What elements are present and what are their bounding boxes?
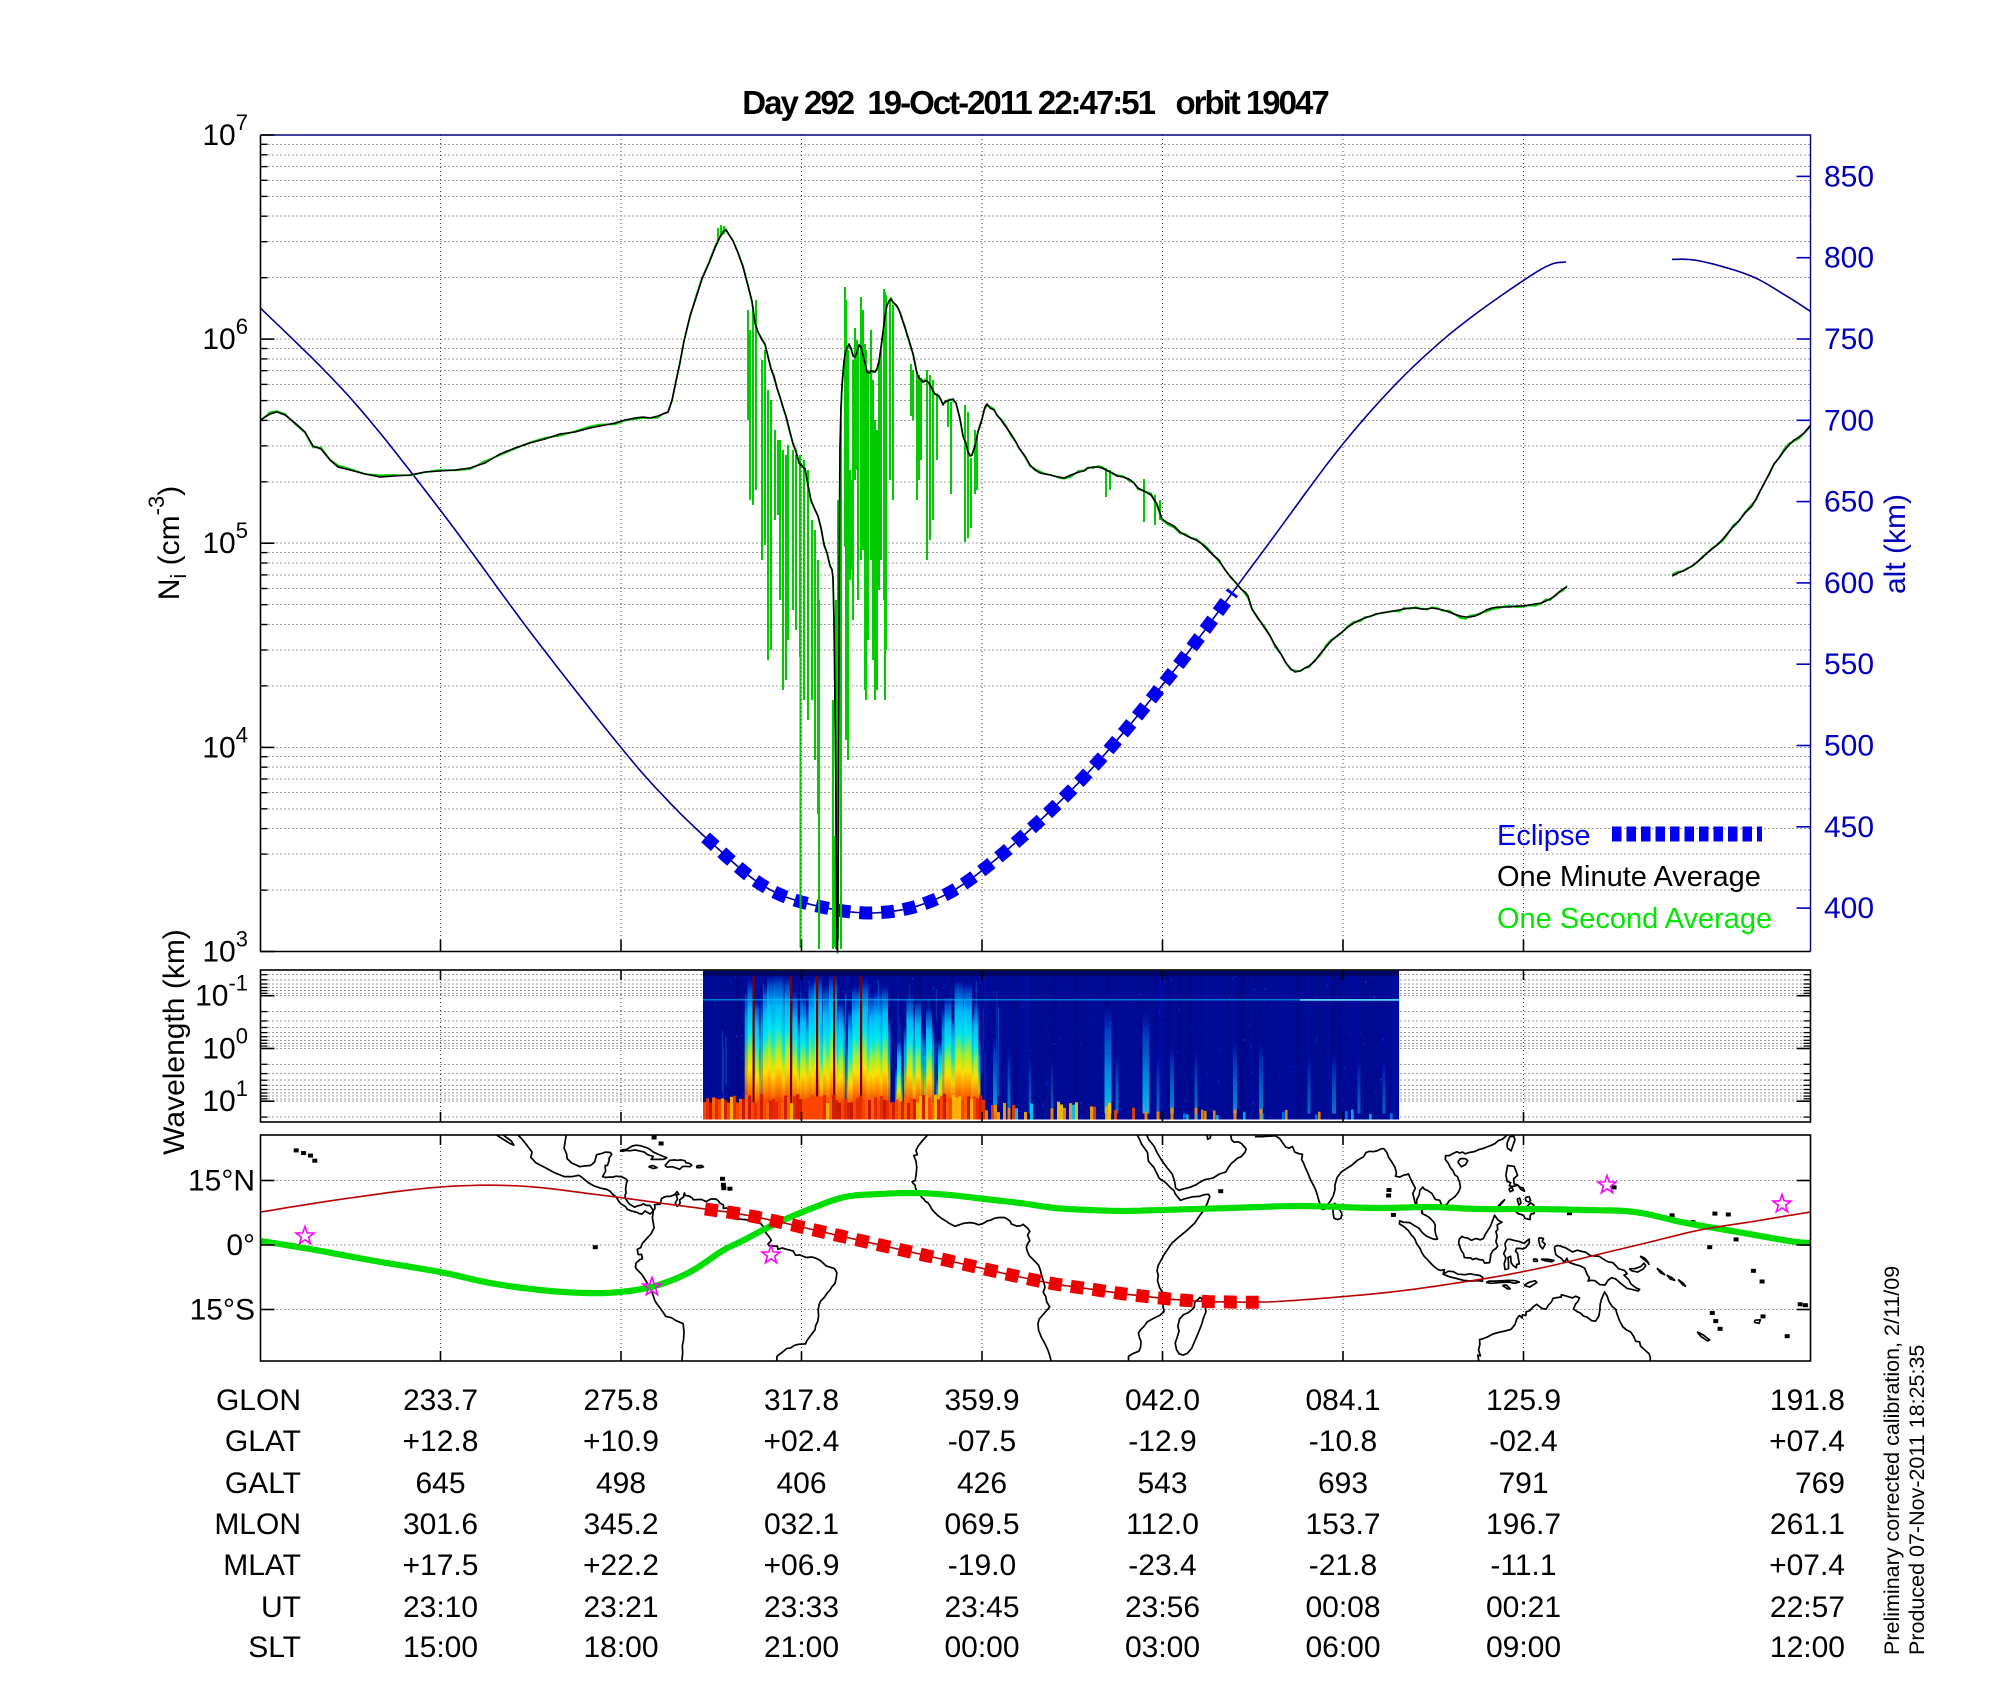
svg-text:125.9: 125.9	[1486, 1384, 1561, 1417]
svg-text:450: 450	[1824, 811, 1874, 844]
svg-text:Wavelength (km): Wavelength (km)	[158, 929, 191, 1155]
svg-text:MLON: MLON	[214, 1508, 301, 1541]
svg-text:Eclipse: Eclipse	[1497, 820, 1591, 852]
svg-text:-21.8: -21.8	[1309, 1549, 1377, 1582]
svg-text:06:00: 06:00	[1305, 1631, 1380, 1664]
svg-text:498: 498	[596, 1467, 646, 1500]
svg-text:23:10: 23:10	[403, 1591, 478, 1624]
svg-text:0°: 0°	[226, 1229, 255, 1262]
svg-text:00:08: 00:08	[1305, 1591, 1380, 1624]
svg-text:-19.0: -19.0	[948, 1549, 1016, 1582]
svg-text:261.1: 261.1	[1770, 1508, 1845, 1541]
svg-text:196.7: 196.7	[1486, 1508, 1561, 1541]
svg-text:-07.5: -07.5	[948, 1425, 1016, 1458]
svg-text:-02.4: -02.4	[1489, 1425, 1557, 1458]
svg-text:MLAT: MLAT	[223, 1549, 301, 1582]
svg-text:069.5: 069.5	[944, 1508, 1019, 1541]
svg-text:317.8: 317.8	[764, 1384, 839, 1417]
svg-text:One Second Average: One Second Average	[1497, 903, 1772, 935]
svg-text:23:45: 23:45	[944, 1591, 1019, 1624]
svg-text:GLAT: GLAT	[225, 1425, 301, 1458]
svg-text:22:57: 22:57	[1770, 1591, 1845, 1624]
svg-text:400: 400	[1824, 892, 1874, 925]
svg-text:00:00: 00:00	[944, 1631, 1019, 1664]
svg-text:UT: UT	[261, 1591, 301, 1624]
svg-text:850: 850	[1824, 160, 1874, 193]
svg-text:650: 650	[1824, 486, 1874, 519]
svg-text:345.2: 345.2	[583, 1508, 658, 1541]
svg-text:153.7: 153.7	[1305, 1508, 1380, 1541]
svg-text:15:00: 15:00	[403, 1631, 478, 1664]
svg-text:084.1: 084.1	[1305, 1384, 1380, 1417]
svg-text:112.0: 112.0	[1126, 1508, 1199, 1541]
svg-text:426: 426	[957, 1467, 1007, 1500]
svg-text:-23.4: -23.4	[1128, 1549, 1196, 1582]
svg-text:+17.5: +17.5	[403, 1549, 479, 1582]
svg-text:-12.9: -12.9	[1128, 1425, 1196, 1458]
svg-text:Preliminary corrected calibrat: Preliminary corrected calibration, 2/11/…	[1880, 1266, 1904, 1655]
svg-text:Day 292 19-Oct-2011 22:47:51: Day 292 19-Oct-2011 22:47:51 orbit 19047	[742, 84, 1328, 121]
svg-text:769: 769	[1795, 1467, 1845, 1500]
svg-text:One Minute Average: One Minute Average	[1497, 861, 1761, 893]
svg-text:12:00: 12:00	[1770, 1631, 1845, 1664]
svg-text:645: 645	[415, 1467, 465, 1500]
svg-text:+07.4: +07.4	[1769, 1549, 1845, 1582]
svg-text:500: 500	[1824, 730, 1874, 763]
svg-text:+10.9: +10.9	[583, 1425, 659, 1458]
svg-text:301.6: 301.6	[403, 1508, 478, 1541]
svg-text:800: 800	[1824, 242, 1874, 275]
svg-text:543: 543	[1137, 1467, 1187, 1500]
svg-text:21:00: 21:00	[764, 1631, 839, 1664]
svg-text:+07.4: +07.4	[1769, 1425, 1845, 1458]
svg-text:15°N: 15°N	[188, 1165, 255, 1198]
svg-text:23:21: 23:21	[583, 1591, 658, 1624]
svg-text:SLT: SLT	[248, 1631, 301, 1664]
svg-text:-11.1: -11.1	[1490, 1549, 1556, 1582]
svg-text:18:00: 18:00	[583, 1631, 658, 1664]
svg-text:406: 406	[776, 1467, 826, 1500]
svg-text:791: 791	[1498, 1467, 1548, 1500]
svg-text:23:56: 23:56	[1125, 1591, 1200, 1624]
svg-text:+12.8: +12.8	[403, 1425, 479, 1458]
svg-text:+02.4: +02.4	[764, 1425, 840, 1458]
svg-text:+06.9: +06.9	[764, 1549, 840, 1582]
svg-text:Produced 07-Nov-2011 18:25:35: Produced 07-Nov-2011 18:25:35	[1905, 1345, 1929, 1655]
svg-text:23:33: 23:33	[764, 1591, 839, 1624]
svg-text:693: 693	[1318, 1467, 1368, 1500]
svg-text:550: 550	[1824, 648, 1874, 681]
svg-text:03:00: 03:00	[1125, 1631, 1200, 1664]
svg-text:GLON: GLON	[216, 1384, 301, 1417]
svg-text:15°S: 15°S	[190, 1294, 255, 1327]
svg-text:09:00: 09:00	[1486, 1631, 1561, 1664]
svg-text:750: 750	[1824, 323, 1874, 356]
svg-text:00:21: 00:21	[1486, 1591, 1561, 1624]
svg-text:233.7: 233.7	[403, 1384, 478, 1417]
svg-text:032.1: 032.1	[764, 1508, 839, 1541]
svg-text:alt (km): alt (km)	[1879, 494, 1912, 594]
svg-text:GALT: GALT	[225, 1467, 301, 1500]
svg-text:+22.2: +22.2	[583, 1549, 659, 1582]
svg-text:359.9: 359.9	[944, 1384, 1019, 1417]
svg-text:700: 700	[1824, 404, 1874, 437]
svg-text:600: 600	[1824, 567, 1874, 600]
svg-text:191.8: 191.8	[1770, 1384, 1845, 1417]
svg-text:275.8: 275.8	[583, 1384, 658, 1417]
svg-text:042.0: 042.0	[1125, 1384, 1200, 1417]
svg-text:-10.8: -10.8	[1309, 1425, 1377, 1458]
